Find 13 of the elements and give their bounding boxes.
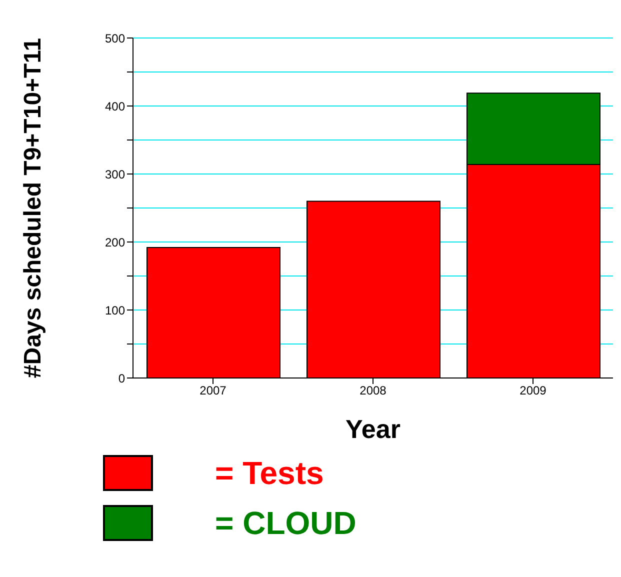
y-tick-label: 500 — [104, 31, 126, 46]
x-tick-label: 2009 — [520, 384, 547, 398]
y-tick-label: 300 — [104, 167, 126, 182]
y-tick-label: 200 — [104, 235, 126, 250]
x-tick-label: 2008 — [360, 384, 387, 398]
x-tick-label: 2007 — [200, 384, 227, 398]
y-tick-label: 400 — [104, 99, 126, 114]
y-tick-label: 0 — [118, 371, 126, 386]
legend-label: = Tests — [215, 454, 324, 492]
x-axis-title: Year — [346, 414, 400, 444]
y-tick-label: 100 — [104, 303, 126, 318]
y-axis-title: #Days scheduled T9+T10+T11 — [20, 38, 47, 378]
legend-label: = CLOUD — [215, 504, 356, 542]
